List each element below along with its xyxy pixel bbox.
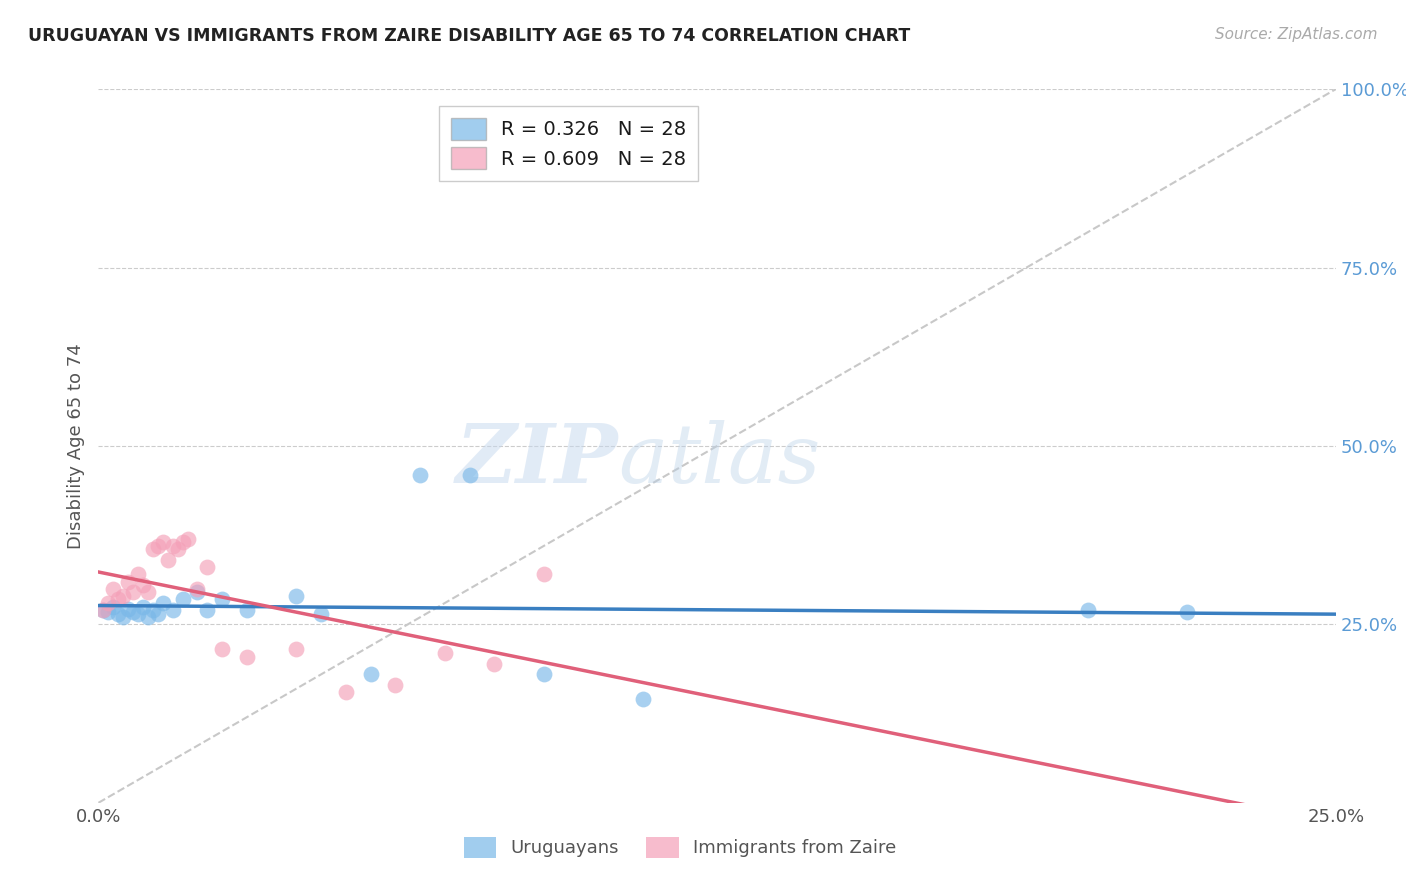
Point [103,599,125,614]
Legend: Uruguayans, Immigrants from Zaire: Uruguayans, Immigrants from Zaire [457,830,904,865]
Point [195,603,218,617]
Point [93,603,115,617]
Point [152,596,174,610]
Point [433,646,456,660]
Text: Source: ZipAtlas.com: Source: ZipAtlas.com [1215,27,1378,42]
Point [122,585,145,599]
Point [533,567,555,582]
Point [384,678,406,692]
Point [176,532,198,546]
Point [142,542,165,557]
Point [484,657,506,671]
Point [458,467,481,482]
Point [142,603,165,617]
Text: ZIP: ZIP [456,420,619,500]
Point [127,607,149,621]
Point [533,667,555,681]
Point [127,567,149,582]
Point [236,603,259,617]
Point [236,649,259,664]
Point [132,599,155,614]
Point [136,610,159,624]
Point [122,605,145,619]
Point [172,535,194,549]
Point [136,585,159,599]
Point [146,607,169,621]
Point [360,667,382,681]
Point [1175,605,1198,619]
Point [117,601,139,615]
Point [112,610,135,624]
Point [631,692,654,706]
Point [211,592,233,607]
Point [162,603,184,617]
Point [93,603,115,617]
Point [152,535,174,549]
Point [166,542,188,557]
Point [285,589,308,603]
Point [107,592,129,607]
Point [97,596,120,610]
Point [112,589,135,603]
Text: atlas: atlas [619,420,821,500]
Point [117,574,139,589]
Point [97,605,120,619]
Point [1077,603,1099,617]
Point [285,642,308,657]
Point [211,642,233,657]
Point [186,585,208,599]
Point [335,685,357,699]
Text: URUGUAYAN VS IMMIGRANTS FROM ZAIRE DISABILITY AGE 65 TO 74 CORRELATION CHART: URUGUAYAN VS IMMIGRANTS FROM ZAIRE DISAB… [28,27,910,45]
Y-axis label: Disability Age 65 to 74: Disability Age 65 to 74 [66,343,84,549]
Point [195,560,218,574]
Point [146,539,169,553]
Point [172,592,194,607]
Point [107,607,129,621]
Point [156,553,179,567]
Point [132,578,155,592]
Point [162,539,184,553]
Point [309,607,332,621]
Point [409,467,432,482]
Point [186,582,208,596]
Point [103,582,125,596]
